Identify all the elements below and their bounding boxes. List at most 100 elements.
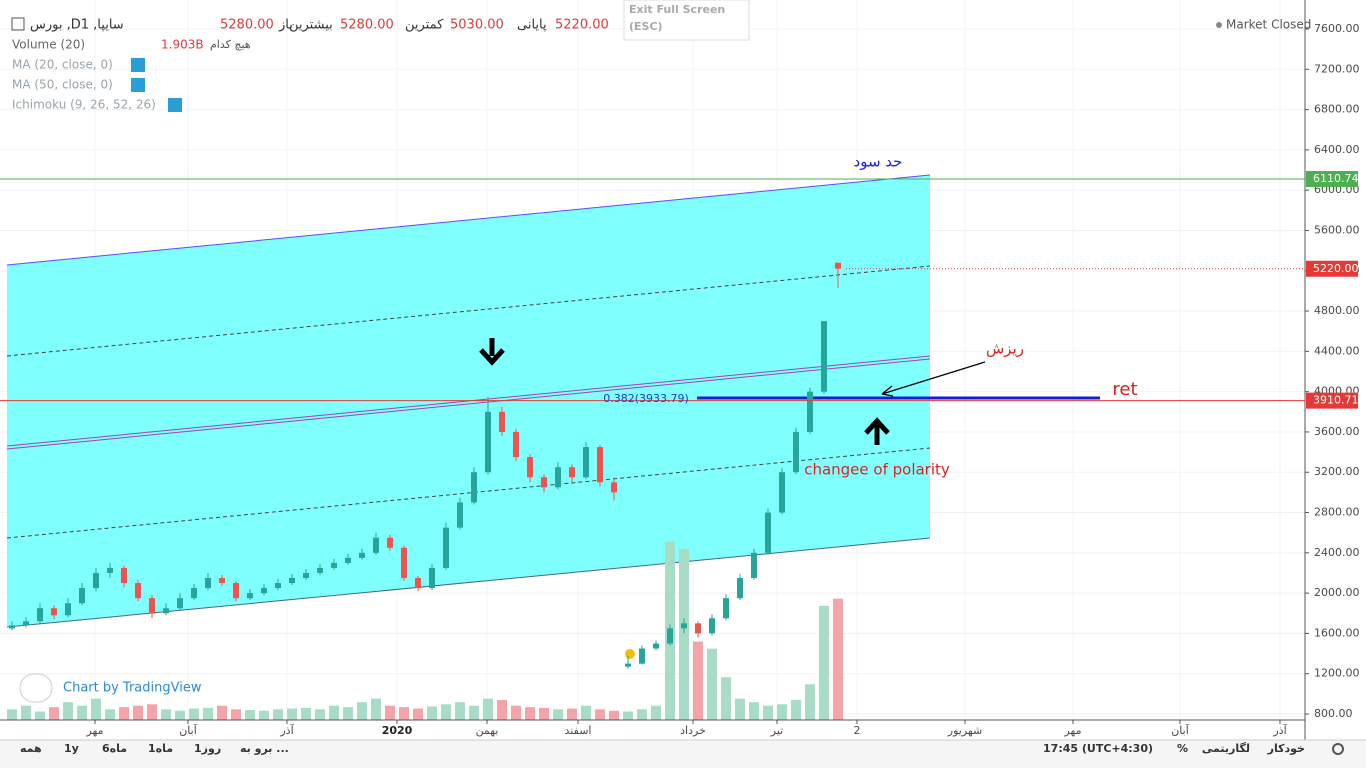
toolbar-button[interactable]: 1روز xyxy=(194,742,221,755)
volume-bar xyxy=(707,648,717,720)
ohlc-value: 5280.00 xyxy=(340,18,394,33)
toolbar-button[interactable]: 6ماه xyxy=(102,742,127,755)
fib-label: 0.382(3933.79) xyxy=(603,392,689,405)
visibility-toggle[interactable] xyxy=(131,58,145,72)
candle-body xyxy=(695,623,701,634)
pointer-arrow xyxy=(881,361,986,397)
y-tick-label: 6400.00 xyxy=(1314,143,1360,156)
x-tick-label: آبان xyxy=(179,723,197,737)
toolbar-button[interactable]: 1ماه xyxy=(148,742,173,755)
toolbar-button[interactable]: لگاریتمی xyxy=(1202,742,1250,755)
candle-body xyxy=(261,588,267,594)
channel-line xyxy=(6,358,931,450)
toolbar-button[interactable]: 1y xyxy=(64,742,79,755)
candle-body xyxy=(541,477,547,488)
toolbar-button[interactable]: برو به ... xyxy=(240,742,289,755)
ohlc-label: بیشترین xyxy=(289,18,333,33)
ohlc-value: 5280.00 xyxy=(220,18,274,33)
volume-bar xyxy=(525,707,535,720)
volume-bar xyxy=(791,700,801,720)
volume-bar xyxy=(231,709,241,720)
volume-bar xyxy=(91,698,101,720)
x-tick-label: آبان xyxy=(1171,723,1189,737)
toolbar-items: همه 1y 6ماه 1ماه 1روز برو به ... 17:45 (UTC+4:… xyxy=(20,742,1344,755)
indicator-name: Volume (20) xyxy=(12,38,85,52)
x-tick-label: آذر xyxy=(279,723,294,737)
toolbar-button: 17:45 (UTC+4:30) xyxy=(1043,742,1153,755)
symbol: بورس ,Dسایپا, 1 xyxy=(30,18,124,33)
x-tick-label: 2 xyxy=(854,724,861,737)
candle-body xyxy=(317,567,323,573)
candle-body xyxy=(415,578,421,589)
volume-bar xyxy=(679,548,689,720)
volume-bar xyxy=(441,704,451,720)
x-tick-label: تیر xyxy=(770,724,783,737)
annotation: ریزش xyxy=(986,340,1024,358)
volume-bar xyxy=(553,709,563,720)
toolbar-button[interactable]: % xyxy=(1177,742,1188,755)
visibility-toggle[interactable] xyxy=(131,78,145,92)
candle-body xyxy=(93,572,99,589)
toolbar-button[interactable]: خودکار xyxy=(1267,742,1305,755)
volume-bar xyxy=(203,707,213,720)
candle-body xyxy=(23,621,29,626)
candle-body xyxy=(303,572,309,579)
price-label-box xyxy=(1306,260,1358,277)
candle-body xyxy=(51,608,57,616)
toolbar-button[interactable]: همه xyxy=(20,742,42,755)
y-tick-label: 7200.00 xyxy=(1314,62,1360,75)
y-tick-label: 6800.00 xyxy=(1314,103,1360,116)
candle-body xyxy=(709,618,715,634)
volume-bar xyxy=(469,705,479,720)
candle-body xyxy=(583,447,589,478)
dividend-marker xyxy=(625,649,635,659)
candle-body xyxy=(429,567,435,589)
y-tick-label: 5600.00 xyxy=(1314,223,1360,236)
volume-bar xyxy=(259,710,269,720)
legend: بورس ,Dسایپا, 1 5280.00 باز بیشترین 5280… xyxy=(11,0,1311,703)
volume-bar xyxy=(721,677,731,720)
candle-body xyxy=(639,648,645,664)
volume-bar xyxy=(217,705,227,720)
volume-bar xyxy=(595,709,605,720)
x-tick-label: آذر xyxy=(1272,723,1287,737)
attribution[interactable]: Chart by TradingView xyxy=(63,681,202,696)
candle-body xyxy=(191,588,197,599)
price-label: 5220.00 xyxy=(1313,262,1359,275)
candle-body xyxy=(275,583,281,589)
candle-body xyxy=(681,623,687,629)
series xyxy=(0,178,1305,720)
settings-button[interactable] xyxy=(1332,743,1344,755)
x-tick-label: بهمن xyxy=(476,724,499,737)
volume-bar xyxy=(105,709,115,720)
candle-body xyxy=(499,411,505,432)
x-tick-label: 2020 xyxy=(382,724,413,737)
collapse-button[interactable] xyxy=(11,17,25,31)
candle-body xyxy=(765,512,771,553)
volume-bar xyxy=(189,708,199,720)
logo xyxy=(19,673,53,703)
price-label: 6110.74 xyxy=(1313,172,1359,185)
price-label: 3910.71 xyxy=(1313,394,1359,407)
candle-body xyxy=(667,628,673,644)
indicator-value: هیچ کدام xyxy=(210,38,251,51)
volume-bar xyxy=(833,598,843,720)
exit-fullscreen[interactable] xyxy=(623,0,750,41)
y-tick-label: 3200.00 xyxy=(1314,465,1360,478)
candle-body xyxy=(149,598,155,614)
exit-fullscreen-label: Exit Full Screen xyxy=(629,3,725,16)
candle-body xyxy=(807,391,813,432)
y-tick-label: 4400.00 xyxy=(1314,344,1360,357)
candle-body xyxy=(135,583,141,599)
x-tick-label: اسفند xyxy=(565,724,592,737)
volume-bar xyxy=(539,707,549,720)
volume-bar xyxy=(49,707,59,720)
candle-body xyxy=(569,467,575,478)
visibility-toggle[interactable] xyxy=(168,98,182,112)
volume-bar xyxy=(511,705,521,720)
ohlc-value: 5030.00 xyxy=(450,18,504,33)
indicator-value: 1.903B xyxy=(161,38,204,52)
y-tick-label: 2000.00 xyxy=(1314,586,1360,599)
volume-bar xyxy=(427,706,437,720)
candle-body xyxy=(65,603,71,616)
